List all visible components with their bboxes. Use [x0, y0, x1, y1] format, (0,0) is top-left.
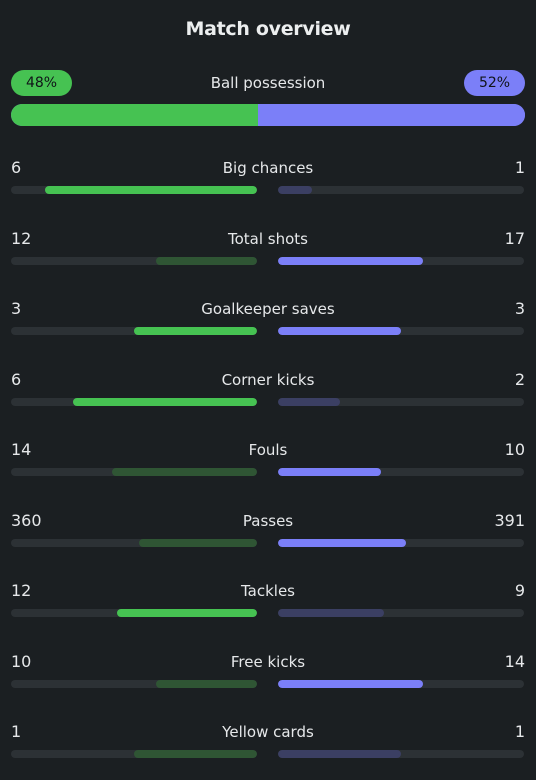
away-stat-track — [278, 327, 524, 335]
away-stat-value: 14 — [504, 652, 525, 671]
away-stat-track — [278, 186, 524, 194]
away-stat-bar — [278, 680, 424, 688]
stat-label: Yellow cards — [222, 723, 314, 741]
away-stat-value: 3 — [514, 299, 525, 318]
away-stat-track — [278, 609, 524, 617]
home-stat-bar — [45, 186, 257, 194]
away-stat-bar — [278, 609, 384, 617]
home-possession-badge: 48% — [11, 70, 72, 96]
home-stat-track — [11, 680, 257, 688]
stat-row: 12 Total shots 17 — [11, 229, 525, 269]
away-stat-value: 2 — [514, 370, 525, 389]
away-stat-bar — [278, 750, 401, 758]
home-stat-track — [11, 750, 257, 758]
stat-row: 3 Goalkeeper saves 3 — [11, 299, 525, 339]
home-stat-value: 6 — [11, 370, 22, 389]
away-stat-track — [278, 398, 524, 406]
possession-row: 48% Ball possession 52% — [11, 70, 525, 96]
home-stat-track — [11, 327, 257, 335]
stat-row: 12 Tackles 9 — [11, 581, 525, 621]
home-stat-track — [11, 468, 257, 476]
home-stat-value: 14 — [11, 440, 32, 459]
home-stat-value: 3 — [11, 299, 22, 318]
stat-label: Passes — [242, 512, 294, 530]
away-stat-track — [278, 680, 524, 688]
home-stat-track — [11, 257, 257, 265]
home-stat-value: 12 — [11, 229, 32, 248]
stat-row: 10 Free kicks 14 — [11, 652, 525, 692]
stat-label: Free kicks — [230, 653, 306, 671]
home-stat-bar — [156, 680, 257, 688]
home-stat-bar — [72, 398, 257, 406]
away-possession-badge: 52% — [464, 70, 525, 96]
home-stat-bar — [116, 609, 257, 617]
home-stat-bar — [156, 257, 257, 265]
stat-label: Fouls — [248, 441, 288, 459]
stat-label: Big chances — [222, 159, 314, 177]
home-stat-track — [11, 539, 257, 547]
home-stat-value: 1 — [11, 722, 22, 741]
away-stat-bar — [278, 257, 424, 265]
stat-row: 1 Yellow cards 1 — [11, 722, 525, 762]
away-stat-value: 1 — [514, 158, 525, 177]
home-possession-fill — [11, 104, 258, 126]
home-stat-bar — [111, 468, 257, 476]
stat-row: 6 Big chances 1 — [11, 158, 525, 198]
stat-row: 360 Passes 391 — [11, 511, 525, 551]
stat-label: Tackles — [240, 582, 296, 600]
home-stat-value: 360 — [11, 511, 42, 530]
away-stat-track — [278, 257, 524, 265]
home-stat-value: 12 — [11, 581, 32, 600]
away-stat-track — [278, 468, 524, 476]
away-stat-value: 10 — [504, 440, 525, 459]
home-stat-track — [11, 186, 257, 194]
away-stat-value: 17 — [504, 229, 525, 248]
stat-row: 14 Fouls 10 — [11, 440, 525, 480]
away-possession-fill — [257, 104, 525, 126]
home-stat-track — [11, 609, 257, 617]
away-stat-track — [278, 539, 524, 547]
away-stat-bar — [278, 468, 382, 476]
home-stat-value: 10 — [11, 652, 32, 671]
possession-bar — [11, 104, 525, 126]
away-stat-bar — [278, 539, 406, 547]
stat-label: Corner kicks — [221, 371, 315, 389]
home-stat-track — [11, 398, 257, 406]
away-stat-bar — [278, 398, 340, 406]
away-stat-value: 391 — [494, 511, 525, 530]
home-stat-value: 6 — [11, 158, 22, 177]
possession-label: Ball possession — [210, 74, 326, 92]
away-stat-value: 1 — [514, 722, 525, 741]
away-stat-value: 9 — [514, 581, 525, 600]
stat-label: Goalkeeper saves — [201, 300, 335, 318]
away-stat-bar — [278, 186, 313, 194]
away-stat-track — [278, 750, 524, 758]
home-stat-bar — [138, 539, 257, 547]
away-stat-bar — [278, 327, 401, 335]
page-title: Match overview — [185, 18, 351, 40]
stat-row: 6 Corner kicks 2 — [11, 370, 525, 410]
home-stat-bar — [134, 750, 257, 758]
home-stat-bar — [134, 327, 257, 335]
stat-label: Total shots — [228, 230, 308, 248]
